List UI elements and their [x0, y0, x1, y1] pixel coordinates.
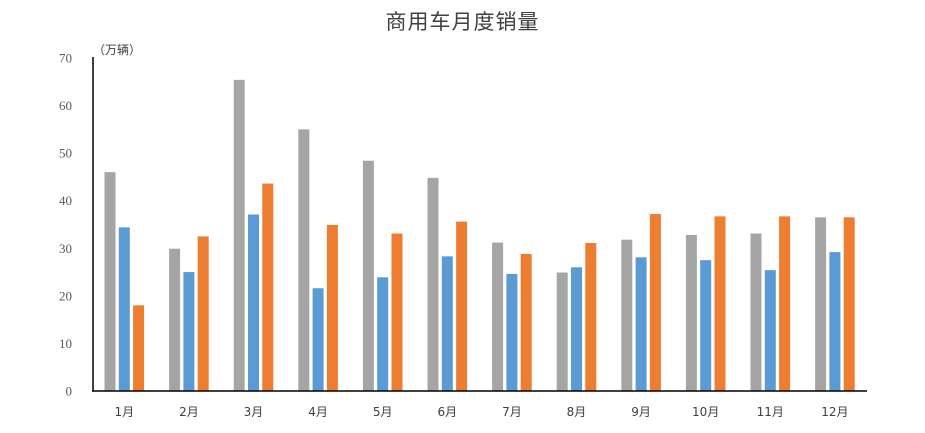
- x-axis-ticks: 1月 2月 3月 4月 5月 6月 7月 8月 9月 10月 11月 12月: [114, 405, 848, 419]
- x-tick-label: 4月: [308, 405, 328, 419]
- y-tick-label: 20: [59, 288, 72, 303]
- bar: [326, 224, 338, 391]
- x-tick-label: 8月: [567, 405, 587, 419]
- bar: [520, 253, 532, 391]
- chart-title: 商用车月度销量: [385, 10, 540, 34]
- x-tick-label: 7月: [502, 405, 522, 419]
- y-tick-label: 50: [59, 146, 72, 161]
- bar: [685, 234, 697, 391]
- x-tick-label: 12月: [821, 405, 848, 419]
- y-tick-label: 0: [66, 384, 73, 399]
- bar: [312, 288, 324, 391]
- bar: [649, 214, 661, 391]
- bar: [169, 248, 181, 391]
- x-tick-label: 2月: [179, 405, 199, 419]
- y-tick-label: 70: [59, 51, 72, 66]
- x-tick-label: 6月: [437, 405, 457, 419]
- bar: [764, 270, 776, 391]
- y-tick-label: 60: [59, 98, 72, 113]
- x-tick-label: 11月: [757, 405, 784, 419]
- bar: [298, 129, 310, 391]
- bar: [779, 216, 791, 391]
- x-tick-label: 5月: [373, 405, 393, 419]
- bar: [571, 267, 582, 391]
- y-tick-label: 30: [59, 241, 72, 256]
- bar: [183, 272, 195, 391]
- bar: [815, 217, 827, 391]
- bar: [556, 272, 568, 391]
- bar: [441, 256, 453, 391]
- x-tick-label: 10月: [692, 405, 719, 419]
- bar: [843, 217, 855, 391]
- x-tick-label: 9月: [631, 405, 651, 419]
- bar: [492, 242, 504, 391]
- bar: [829, 252, 841, 391]
- bar: [248, 214, 259, 391]
- x-tick-label: 3月: [244, 405, 264, 419]
- bar: [635, 257, 647, 391]
- y-axis-unit-label: （万辆）: [93, 43, 142, 57]
- bar: [362, 160, 374, 391]
- x-tick-label: 1月: [114, 405, 134, 419]
- bar: [377, 277, 389, 391]
- y-axis-ticks: 0 10 20 30 40 50 60 70: [59, 51, 72, 399]
- bar: [197, 236, 209, 391]
- bar: [714, 216, 726, 391]
- bar: [506, 273, 518, 391]
- bar: [750, 233, 762, 391]
- bar: [104, 172, 116, 391]
- bar: [427, 177, 439, 391]
- bar-series-group: [104, 79, 855, 391]
- bar: [262, 183, 274, 391]
- bar: [133, 305, 145, 391]
- y-tick-label: 40: [59, 193, 72, 208]
- bar: [585, 243, 597, 391]
- bar: [391, 233, 403, 391]
- y-tick-label: 10: [59, 336, 72, 351]
- bar: [621, 239, 633, 391]
- bar: [118, 227, 130, 391]
- bar: [456, 221, 468, 391]
- bar: [233, 79, 245, 391]
- bar: [700, 260, 712, 391]
